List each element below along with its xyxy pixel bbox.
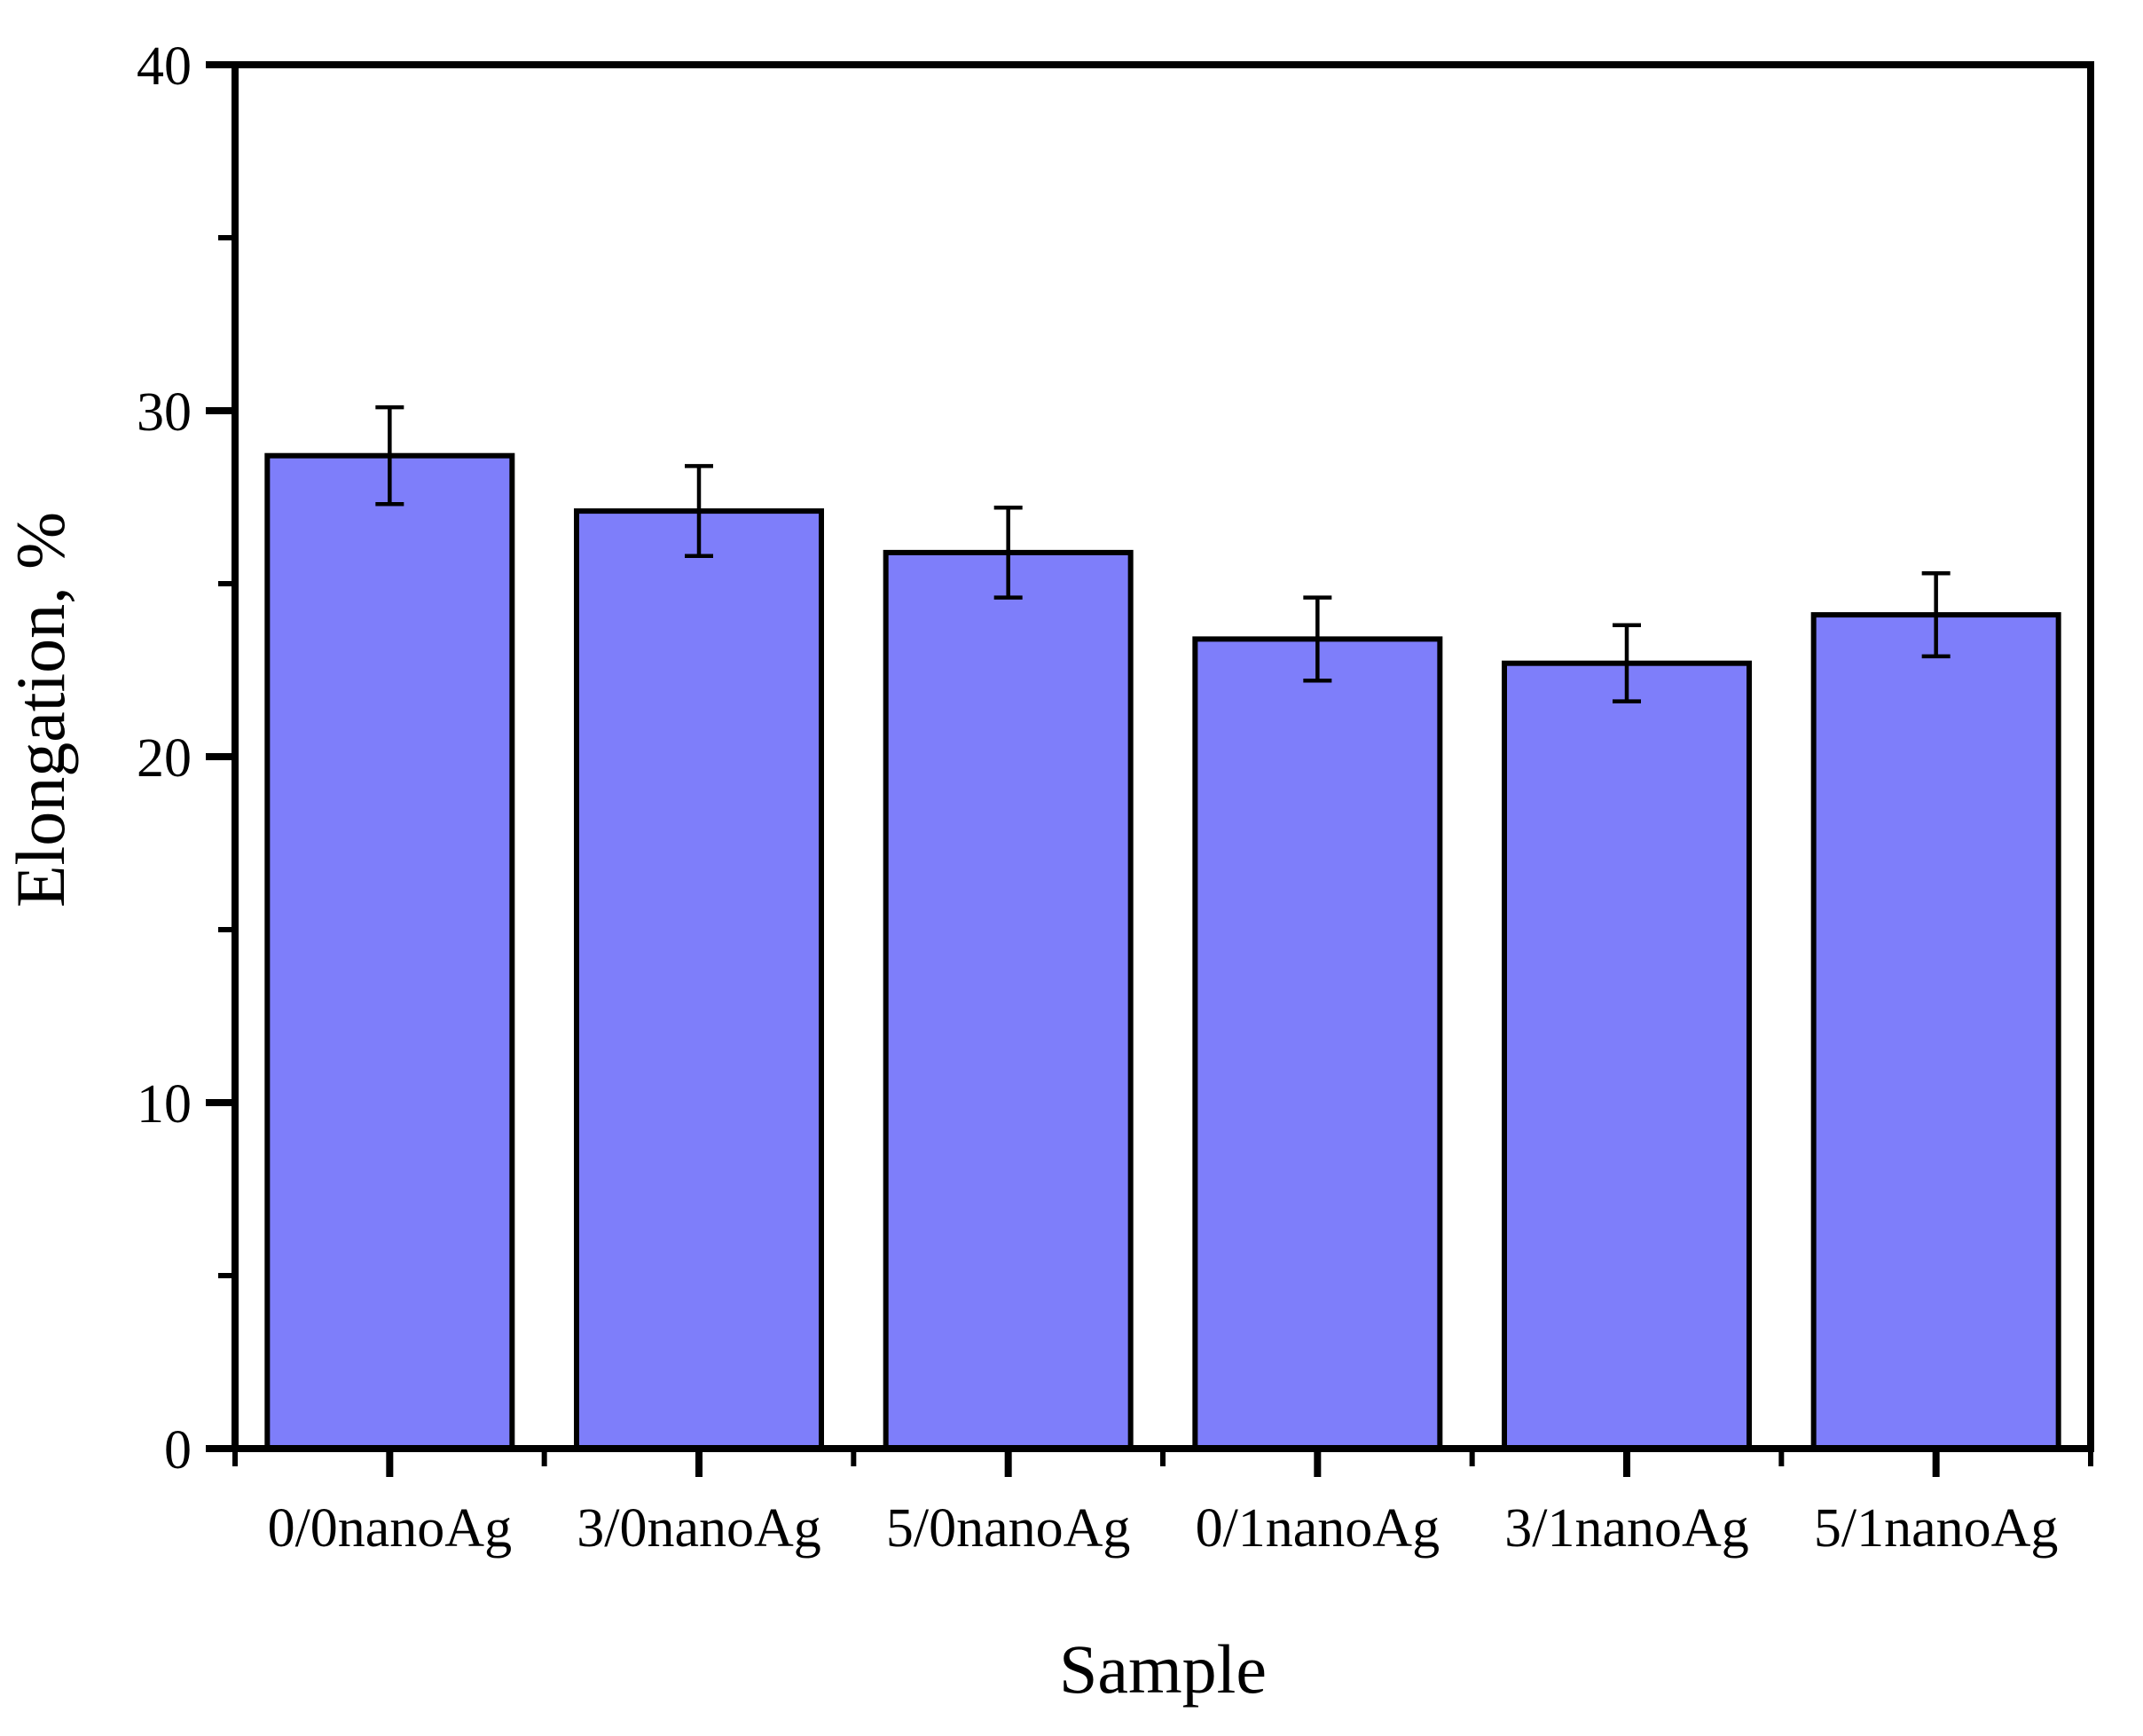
x-axis-tick-label: 0/1nanoAg bbox=[1196, 1498, 1440, 1559]
y-axis-tick-label: 10 bbox=[137, 1074, 192, 1135]
x-axis-tick-label: 3/0nanoAg bbox=[577, 1498, 821, 1559]
bar bbox=[1810, 612, 2061, 1451]
bar bbox=[574, 508, 824, 1451]
x-axis-tick-label: 5/1nanoAg bbox=[1814, 1498, 2059, 1559]
y-axis-tick-label: 20 bbox=[137, 728, 192, 789]
bar bbox=[883, 549, 1134, 1451]
y-axis-tick-label: 0 bbox=[164, 1420, 192, 1481]
x-axis-tick-label: 0/0nanoAg bbox=[268, 1498, 513, 1559]
x-axis-title: Sample bbox=[1059, 1630, 1267, 1708]
y-axis-tick-label: 40 bbox=[137, 36, 192, 97]
bar bbox=[1502, 660, 1752, 1451]
y-axis-title: Elongation, % bbox=[2, 512, 79, 907]
x-axis-tick-label: 5/0nanoAg bbox=[886, 1498, 1131, 1559]
bar bbox=[1192, 636, 1443, 1451]
bar bbox=[264, 452, 515, 1452]
y-axis-tick-label: 30 bbox=[137, 382, 192, 443]
x-axis-tick-label: 3/1nanoAg bbox=[1504, 1498, 1749, 1559]
